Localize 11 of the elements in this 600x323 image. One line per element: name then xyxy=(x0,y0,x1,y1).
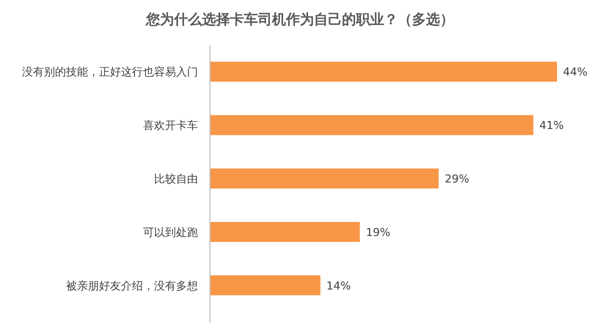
value-label: 44% xyxy=(563,66,588,79)
category-label: 没有别的技能，正好这行也容易入门 xyxy=(22,66,198,79)
category-label: 被亲朋好友介绍，没有多想 xyxy=(66,279,198,292)
value-label: 14% xyxy=(326,279,351,292)
value-label: 29% xyxy=(444,172,470,186)
title: 您为什么选择卡车司机作为自己的职业？（多选） xyxy=(146,12,454,28)
category-label: 喜欢开卡车 xyxy=(143,119,198,132)
category-label: 可以到处跑 xyxy=(143,226,198,239)
category-label: 比较自由 xyxy=(154,172,198,186)
value-label: 41% xyxy=(539,119,564,132)
value-label: 19% xyxy=(366,226,390,239)
